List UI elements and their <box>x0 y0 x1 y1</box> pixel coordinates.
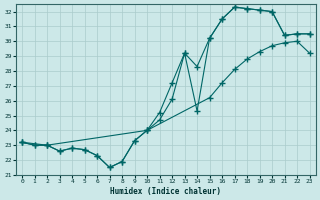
X-axis label: Humidex (Indice chaleur): Humidex (Indice chaleur) <box>110 187 221 196</box>
